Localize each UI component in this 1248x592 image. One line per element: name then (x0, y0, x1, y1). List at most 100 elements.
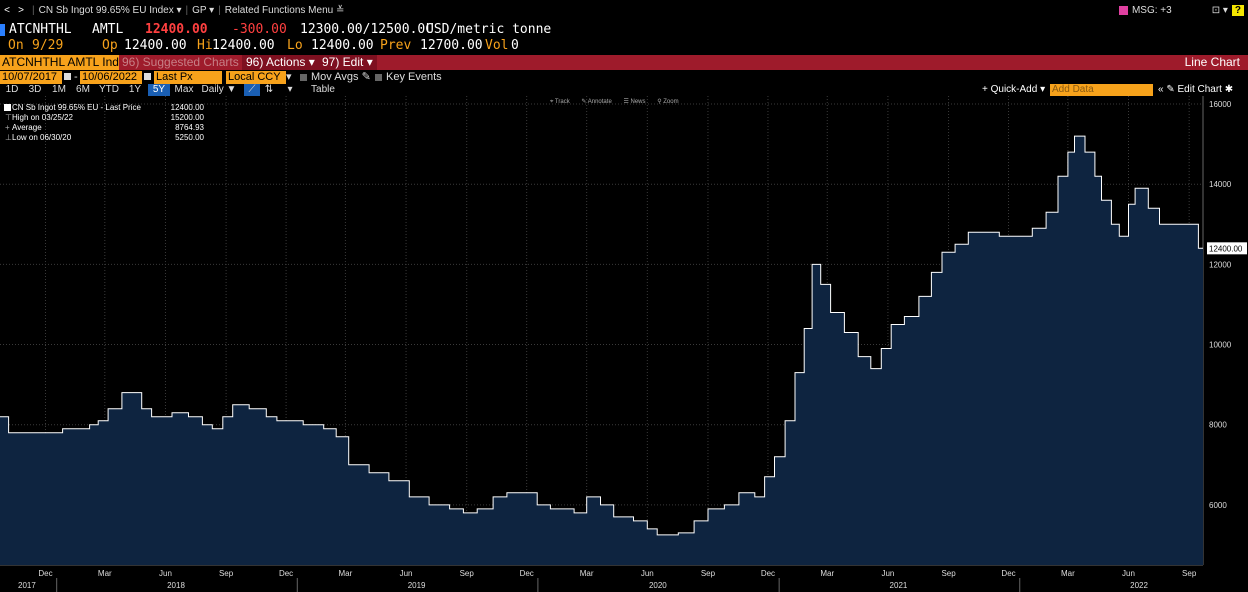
x-month-label: Mar (339, 569, 353, 578)
key-events-label: Key Events (386, 71, 442, 83)
x-month-label: Jun (1122, 569, 1135, 578)
period-ytd[interactable]: YTD (99, 84, 119, 95)
volume-label: Vol (485, 38, 509, 53)
messages-link[interactable]: MSG: +3 (1131, 4, 1172, 16)
y-tick-label: 14000 (1209, 180, 1232, 189)
x-month-label: Mar (820, 569, 834, 578)
period-1d[interactable]: 1D (5, 84, 19, 95)
period-1m[interactable]: 1M (52, 84, 66, 95)
currency-dropdown-icon[interactable]: ▾ (286, 71, 292, 83)
window-menu-icon[interactable]: ⊡ ▾ (1211, 4, 1228, 16)
y-tick-label: 6000 (1209, 501, 1227, 510)
ticker-input[interactable]: ATCNHTHL AMTL Ind (0, 55, 119, 70)
mov-avgs-label: Mov Avgs (311, 71, 359, 83)
date-dash: - (74, 71, 78, 83)
x-month-label: Mar (580, 569, 594, 578)
chart-style-icon[interactable]: ⇅ (264, 84, 274, 95)
add-data-input[interactable]: Add Data (1050, 84, 1153, 96)
pencil-icon[interactable]: ✎ (361, 71, 371, 83)
message-icon (1118, 5, 1128, 15)
x-month-label: Dec (1001, 569, 1015, 578)
y-tick-label: 8000 (1209, 421, 1227, 430)
function-menu[interactable]: GP ▾ (192, 4, 215, 16)
start-date-input[interactable]: 10/07/2017 (0, 71, 62, 84)
chart-legend: CN Sb Ingot 99.65% EU - Last Price 12400… (4, 103, 204, 143)
x-month-label: Sep (701, 569, 716, 578)
high-label: High on 03/25/22 (12, 113, 73, 122)
related-functions-menu[interactable]: Related Functions Menu ≚ (224, 4, 345, 16)
last-price-tag (1207, 242, 1247, 255)
table-button[interactable]: Table (311, 84, 335, 95)
period-6m[interactable]: 6M (76, 84, 90, 95)
start-calendar-icon[interactable] (62, 71, 71, 84)
forward-arrow-icon[interactable]: > (18, 4, 24, 16)
x-month-label: Dec (38, 569, 52, 578)
end-date-input[interactable]: 10/06/2022 (80, 71, 142, 84)
x-month-label: Jun (641, 569, 654, 578)
x-month-label: Jun (881, 569, 894, 578)
x-year-label: 2018 (167, 581, 185, 590)
quote-line-1: ATCNHTHL AMTL 12400.00 -300.00 12300.00/… (0, 22, 1248, 38)
period-max[interactable]: Max (174, 84, 194, 95)
last-price-tag-label: 12400.00 (1209, 244, 1243, 253)
ticker-color-mark (0, 24, 5, 36)
low-value: 5250.00 (175, 133, 204, 142)
y-tick-label: 12000 (1209, 260, 1232, 269)
nav-divider: | (218, 4, 221, 16)
series-label: CN Sb Ingot 99.65% EU - Last Price (12, 103, 141, 112)
x-year-label: 2020 (649, 581, 667, 590)
nav-divider: | (32, 4, 35, 16)
news-tool[interactable]: ☰ News (623, 99, 646, 105)
quick-add-button[interactable]: + Quick-Add ▾ (982, 84, 1046, 95)
back-arrow-icon[interactable]: < (4, 4, 10, 16)
x-month-label: Sep (1182, 569, 1197, 578)
key-events-toggle[interactable]: Key Events (375, 71, 442, 84)
average-label: Average (12, 123, 42, 132)
track-tool[interactable]: ⌖ Track (550, 99, 570, 105)
low-label: Low on 06/30/20 (12, 133, 72, 142)
high-value: 15200.00 (170, 113, 204, 122)
legend-series-row[interactable]: CN Sb Ingot 99.65% EU - Last Price 12400… (4, 103, 204, 113)
period-5y[interactable]: 5Y (148, 84, 170, 96)
period-3d[interactable]: 3D (28, 84, 42, 95)
legend-low-row: ⊥ Low on 06/30/20 5250.00 (4, 133, 204, 143)
mov-avgs-toggle[interactable]: Mov Avgs ✎ (300, 71, 371, 84)
price-field-select[interactable]: Last Px (154, 71, 222, 84)
price-area-fill (0, 136, 1203, 565)
price-chart[interactable]: Dec Mar Jun Sep Dec Mar Jun Sep Dec Mar Jun Sep Dec M… (0, 96, 1248, 592)
x-year-label: 2019 (408, 581, 426, 590)
average-value: 8764.93 (175, 123, 204, 132)
edit-menu[interactable]: 97) Edit ▾ (318, 55, 377, 70)
suggested-charts-button[interactable]: 96) Suggested Charts (122, 55, 239, 69)
x-axis: Dec Mar Jun Sep Dec Mar Jun Sep Dec Mar Jun Sep Dec M… (0, 564, 1248, 592)
edit-chart-button[interactable]: « ✎ Edit Chart ✱ (1158, 84, 1234, 95)
end-calendar-icon[interactable] (142, 71, 151, 84)
legend-high-row: ⊤ High on 03/25/22 15200.00 (4, 113, 204, 123)
actions-menu[interactable]: 96) Actions ▾ (242, 55, 319, 70)
high-marker-icon: ⊤ (5, 113, 12, 122)
annotate-tool[interactable]: ✎ Annotate (581, 99, 612, 105)
x-axis-strip (0, 565, 1248, 592)
period-1y[interactable]: 1Y (128, 84, 142, 95)
series-swatch (4, 104, 11, 111)
style-dropdown-icon[interactable]: ▾ (287, 84, 293, 95)
security-menu[interactable]: CN Sb Ingot 99.65% EU Index ▾ (38, 4, 182, 16)
bid-ask: 12300.00/12500.0C (300, 22, 434, 37)
frequency-select[interactable]: Daily ▼ (201, 84, 237, 95)
currency-select[interactable]: Local CCY (226, 71, 286, 84)
zoom-tool[interactable]: ⚲ Zoom (657, 99, 679, 105)
pricing-source: AMTL (92, 22, 124, 37)
series-value: 12400.00 (170, 103, 204, 112)
action-bar: ATCNHTHL AMTL Ind 96) Suggested Charts 9… (0, 55, 1248, 70)
x-month-label: Mar (1061, 569, 1075, 578)
help-button[interactable]: ? (1231, 4, 1244, 16)
line-chart-icon[interactable]: ⟋ (244, 84, 260, 96)
checkbox-icon (300, 73, 307, 81)
checkbox-icon (375, 73, 382, 81)
price-unit: USD/metric tonne (426, 22, 552, 37)
nav-divider: | (185, 4, 189, 16)
settings-row: 10/07/2017 - 10/06/2022 Last Px Local CC… (0, 71, 1248, 84)
legend-average-row: + Average 8764.93 (4, 123, 204, 133)
high-value: 12400.00 (212, 38, 275, 53)
x-month-label: Mar (98, 569, 112, 578)
